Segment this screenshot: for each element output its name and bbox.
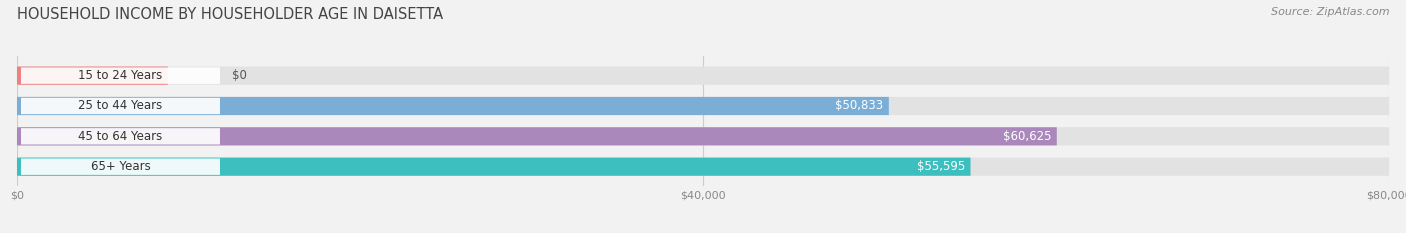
- FancyBboxPatch shape: [17, 158, 970, 176]
- Text: 65+ Years: 65+ Years: [90, 160, 150, 173]
- FancyBboxPatch shape: [21, 67, 219, 84]
- Text: $55,595: $55,595: [917, 160, 965, 173]
- Text: 45 to 64 Years: 45 to 64 Years: [79, 130, 163, 143]
- FancyBboxPatch shape: [21, 158, 219, 175]
- Text: 25 to 44 Years: 25 to 44 Years: [79, 99, 163, 113]
- FancyBboxPatch shape: [17, 158, 1389, 176]
- FancyBboxPatch shape: [17, 97, 889, 115]
- Text: 15 to 24 Years: 15 to 24 Years: [79, 69, 163, 82]
- FancyBboxPatch shape: [17, 67, 167, 85]
- Text: $50,833: $50,833: [835, 99, 883, 113]
- Text: $60,625: $60,625: [1002, 130, 1052, 143]
- FancyBboxPatch shape: [17, 67, 1389, 85]
- Text: $0: $0: [232, 69, 247, 82]
- FancyBboxPatch shape: [17, 97, 1389, 115]
- Text: Source: ZipAtlas.com: Source: ZipAtlas.com: [1271, 7, 1389, 17]
- FancyBboxPatch shape: [21, 98, 219, 114]
- FancyBboxPatch shape: [17, 127, 1389, 145]
- Text: HOUSEHOLD INCOME BY HOUSEHOLDER AGE IN DAISETTA: HOUSEHOLD INCOME BY HOUSEHOLDER AGE IN D…: [17, 7, 443, 22]
- FancyBboxPatch shape: [17, 127, 1057, 145]
- FancyBboxPatch shape: [21, 128, 219, 144]
